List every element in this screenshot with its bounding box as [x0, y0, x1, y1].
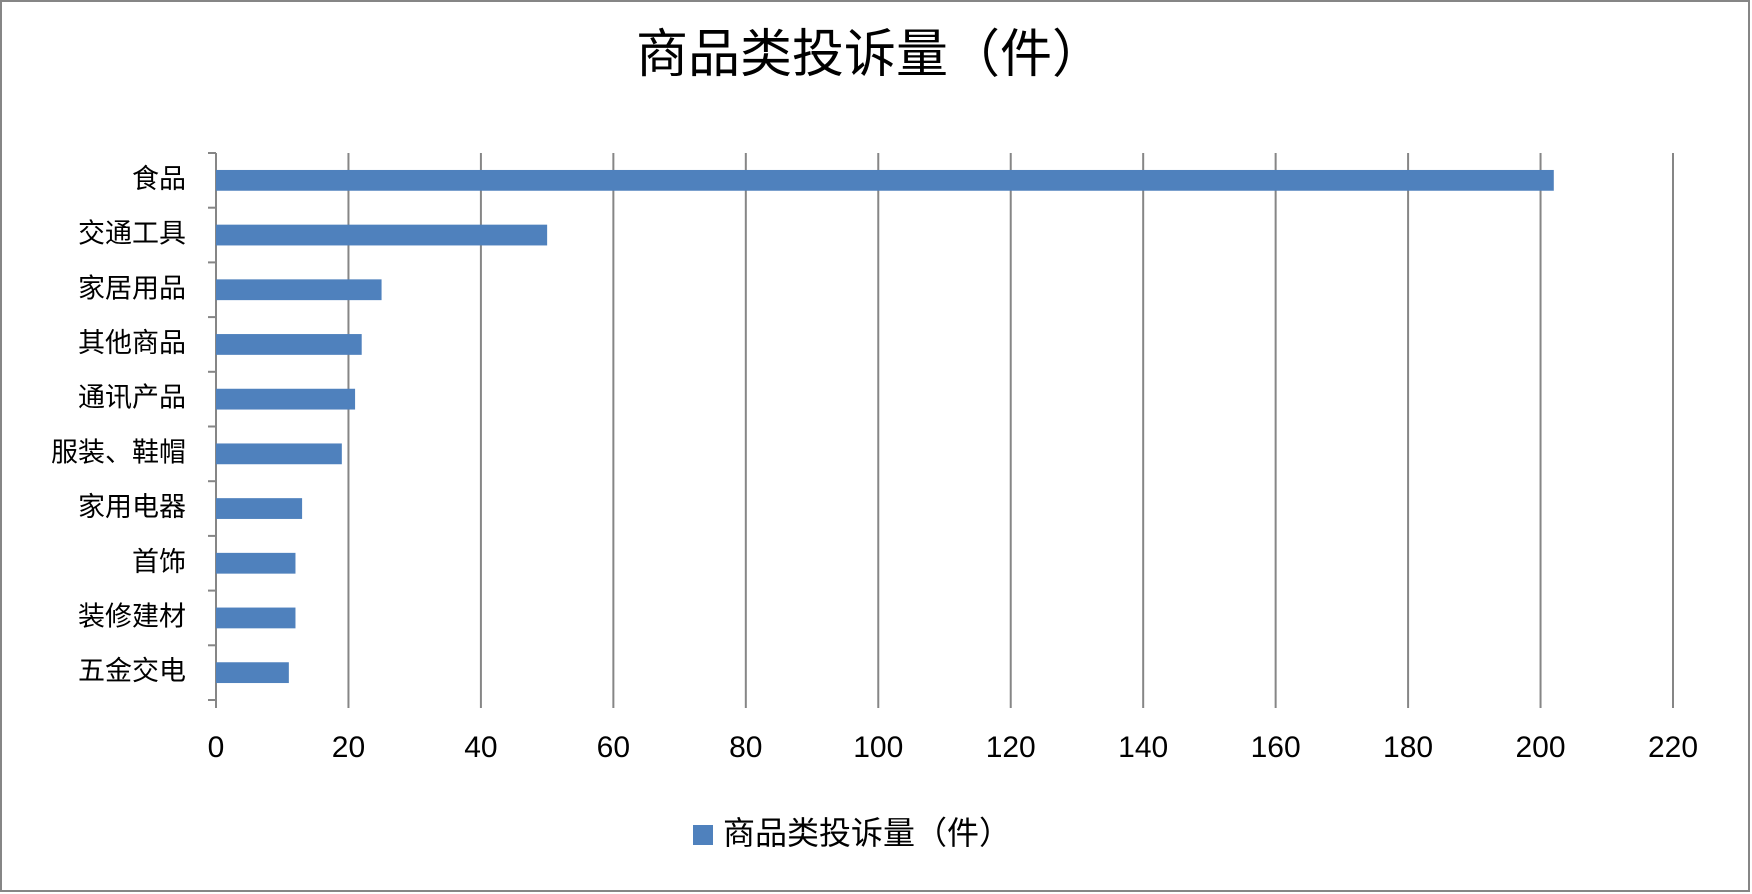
bar [216, 498, 303, 519]
x-tick-label: 80 [729, 731, 762, 764]
bar [216, 607, 296, 629]
y-tick-label: 五金交电 [78, 656, 186, 687]
y-tick-label: 食品 [132, 164, 186, 195]
x-tick-label: 180 [1383, 731, 1433, 764]
legend-label: 商品类投诉量（件） [723, 814, 1011, 852]
y-tick-label: 首饰 [132, 547, 186, 578]
x-tick-label: 40 [464, 731, 497, 764]
bar [216, 552, 296, 574]
y-tick-label: 家用电器 [78, 492, 186, 523]
x-tick-label: 200 [1516, 731, 1566, 764]
x-tick-label: 0 [208, 731, 225, 764]
y-tick-label: 通讯产品 [78, 383, 186, 414]
bar [216, 662, 289, 684]
bar [216, 334, 362, 355]
y-tick-label: 服装、鞋帽 [51, 437, 186, 468]
bar [216, 443, 342, 465]
bar [216, 169, 1554, 191]
x-tick-label: 140 [1118, 731, 1168, 764]
x-tick-label: 20 [332, 731, 365, 764]
y-tick-label: 交通工具 [78, 219, 186, 250]
x-tick-label: 160 [1251, 731, 1301, 764]
chart-title: 商品类投诉量（件） [636, 25, 1104, 85]
x-tick-label: 220 [1648, 731, 1698, 764]
x-tick-label: 60 [597, 731, 630, 764]
y-tick-label: 装修建材 [78, 601, 186, 632]
bar [216, 224, 548, 246]
bar [216, 279, 382, 301]
x-tick-label: 120 [986, 731, 1036, 764]
bar [216, 388, 356, 410]
y-tick-label: 家居用品 [78, 273, 186, 304]
x-tick-label: 100 [853, 731, 903, 764]
legend-swatch [693, 825, 713, 845]
y-tick-label: 其他商品 [78, 328, 186, 359]
